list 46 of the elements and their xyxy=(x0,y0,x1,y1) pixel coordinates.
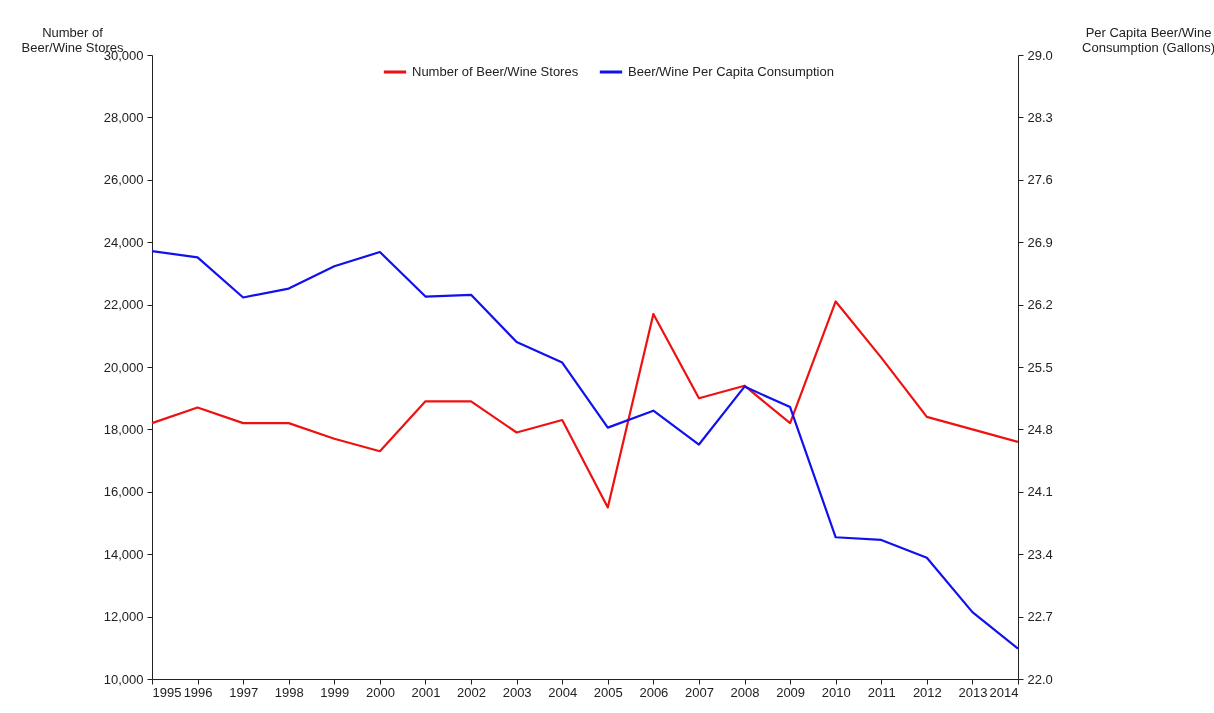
y2-tick-label: 22.0 xyxy=(1027,671,1053,687)
y-tick-label: 24,000 xyxy=(103,234,144,250)
y-tick-label: 10,000 xyxy=(103,671,144,687)
x-tick-label: 2014 xyxy=(989,684,1019,700)
y2-axis-title: Per Capita Beer/Wine Consumption (Gallons) xyxy=(1082,24,1214,55)
legend-label: Beer/Wine Per Capita Consumption xyxy=(628,64,834,79)
legend-label: Number of Beer/Wine Stores xyxy=(412,64,579,79)
y2-tick-label: 27.6 xyxy=(1027,172,1053,188)
y2-tick-label: 22.7 xyxy=(1027,609,1053,625)
x-tick-label: 2007 xyxy=(684,684,714,700)
x-tick-label: 2002 xyxy=(457,684,487,700)
y-tick-label: 20,000 xyxy=(103,359,144,375)
x-tick-label: 2011 xyxy=(867,684,896,700)
y2-tick-label: 24.8 xyxy=(1027,421,1053,437)
line-series xyxy=(150,250,1020,650)
y2-tick-label: 26.2 xyxy=(1027,297,1053,313)
x-tick-label: 1998 xyxy=(274,684,304,700)
x-tick-label: 1995 xyxy=(152,684,182,700)
y-tick-label: 22,000 xyxy=(103,297,144,313)
x-tick-label: 2010 xyxy=(821,684,851,700)
y2-tick-label: 25.5 xyxy=(1027,359,1053,375)
x-tick-label: 1996 xyxy=(183,684,213,700)
y-tick-label: 28,000 xyxy=(103,109,144,125)
x-tick-label: 2009 xyxy=(776,684,806,700)
y2-tick-label: 29.0 xyxy=(1027,47,1053,63)
x-tick-label: 2013 xyxy=(958,684,988,700)
y-tick-label: 14,000 xyxy=(103,546,144,562)
x-tick-label: 2004 xyxy=(548,684,578,700)
x-tick-label: 1999 xyxy=(320,684,350,700)
line-series xyxy=(150,300,1020,509)
x-tick-label: 2006 xyxy=(639,684,669,700)
y2-tick-label: 24.1 xyxy=(1027,484,1053,500)
y-tick-label: 16,000 xyxy=(103,484,144,500)
y2-tick-label: 26.9 xyxy=(1027,234,1053,250)
x-tick-label: 2000 xyxy=(365,684,395,700)
y2-tick-label: 28.3 xyxy=(1027,109,1053,125)
y-tick-label: 18,000 xyxy=(103,421,144,437)
x-tick-label: 2005 xyxy=(593,684,623,700)
x-tick-label: 1997 xyxy=(229,684,259,700)
x-tick-label: 2012 xyxy=(912,684,942,700)
x-tick-label: 2008 xyxy=(730,684,760,700)
x-tick-label: 2001 xyxy=(411,684,441,700)
y-tick-label: 12,000 xyxy=(103,609,144,625)
y-tick-label: 26,000 xyxy=(103,172,144,188)
x-tick-label: 2003 xyxy=(502,684,532,700)
y2-tick-label: 23.4 xyxy=(1027,546,1053,562)
